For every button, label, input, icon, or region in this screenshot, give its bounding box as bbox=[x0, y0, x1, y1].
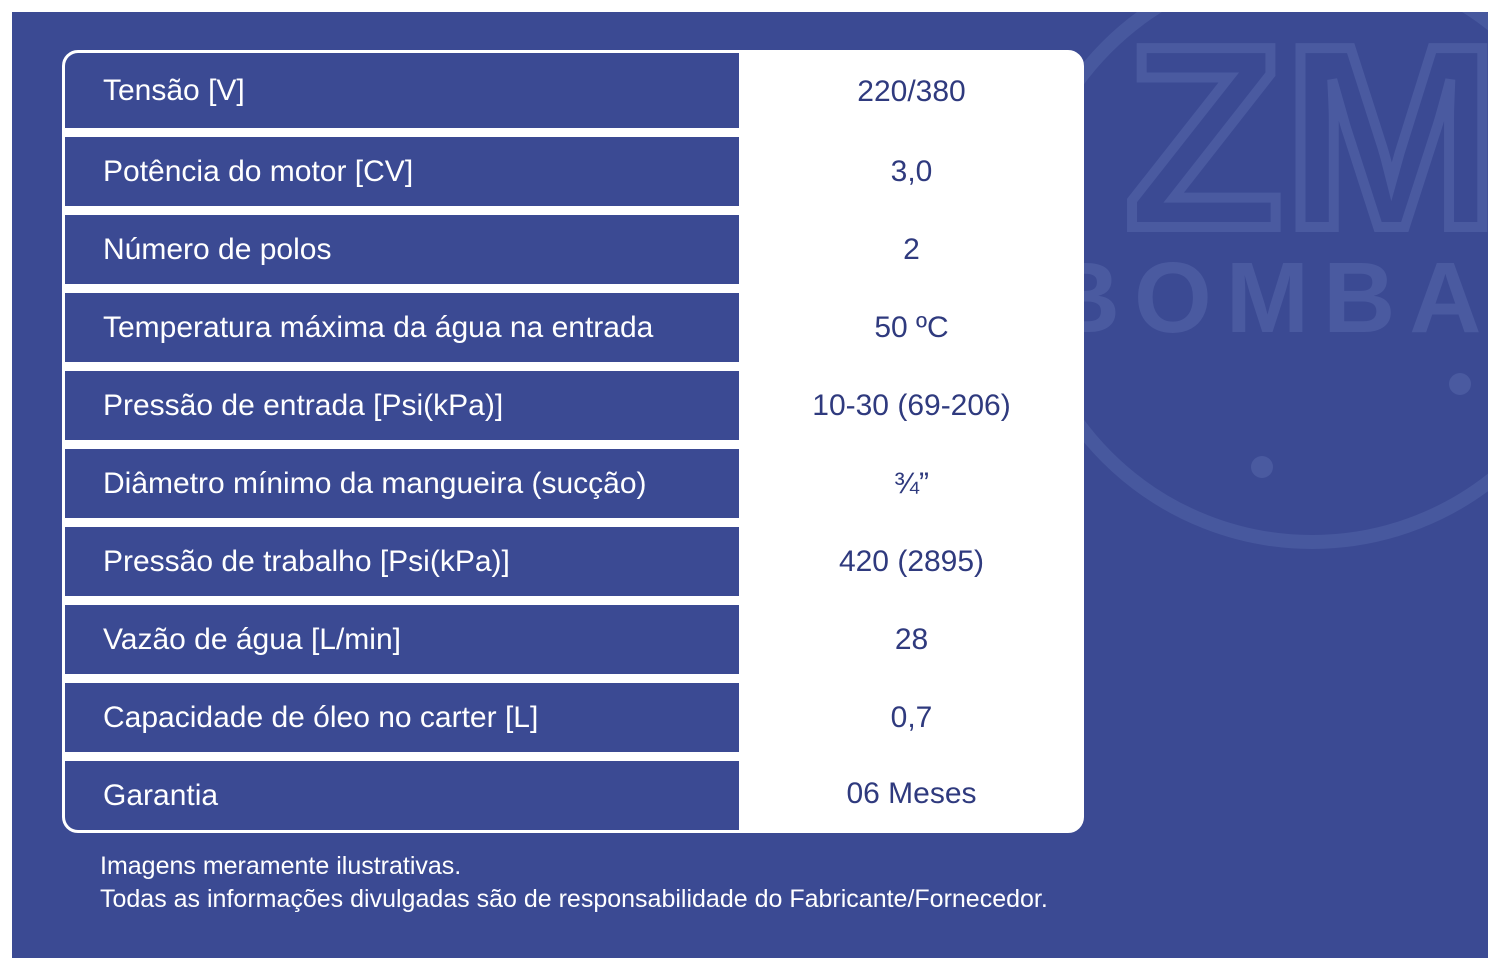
spec-label: Pressão de trabalho [Psi(kPa)] bbox=[65, 524, 742, 599]
footnote-disclaimer-responsibility: Todas as informações divulgadas são de r… bbox=[100, 885, 1048, 913]
spec-row-working-pressure: Pressão de trabalho [Psi(kPa)] 420 (2895… bbox=[65, 521, 1081, 599]
spec-panel: ZM BOMBAS Tensão [V] 220/380 Potência do… bbox=[12, 12, 1488, 958]
spec-label: Número de polos bbox=[65, 212, 742, 287]
spec-label: Pressão de entrada [Psi(kPa)] bbox=[65, 368, 742, 443]
spec-value: 220/380 bbox=[742, 53, 1081, 131]
spec-row-max-temperature: Temperatura máxima da água na entrada 50… bbox=[65, 287, 1081, 365]
spec-value: ¾” bbox=[742, 446, 1081, 521]
spec-label: Temperatura máxima da água na entrada bbox=[65, 290, 742, 365]
spec-row-warranty: Garantia 06 Meses bbox=[65, 755, 1081, 830]
spec-label: Vazão de água [L/min] bbox=[65, 602, 742, 677]
spec-label: Tensão [V] bbox=[65, 53, 742, 131]
watermark-brand-top: ZM bbox=[1124, 12, 1488, 283]
footnotes: Imagens meramente ilustrativas. Todas as… bbox=[100, 850, 1048, 916]
watermark-brand-bottom: BOMBAS bbox=[1048, 242, 1488, 354]
spec-label: Capacidade de óleo no carter [L] bbox=[65, 680, 742, 755]
spec-label: Garantia bbox=[65, 758, 742, 830]
spec-value: 10-30 (69-206) bbox=[742, 368, 1081, 443]
spec-value: 2 bbox=[742, 212, 1081, 287]
spec-row-voltage: Tensão [V] 220/380 bbox=[65, 53, 1081, 131]
spec-row-oil-capacity: Capacidade de óleo no carter [L] 0,7 bbox=[65, 677, 1081, 755]
spec-table: Tensão [V] 220/380 Potência do motor [CV… bbox=[62, 50, 1084, 833]
spec-label: Diâmetro mínimo da mangueira (sucção) bbox=[65, 446, 742, 521]
spec-value: 06 Meses bbox=[742, 758, 1081, 830]
spec-value: 50 ºC bbox=[742, 290, 1081, 365]
spec-row-inlet-pressure: Pressão de entrada [Psi(kPa)] 10-30 (69-… bbox=[65, 365, 1081, 443]
spec-label: Potência do motor [CV] bbox=[65, 134, 742, 209]
zm-bombas-watermark-logo: ZM BOMBAS bbox=[1015, 12, 1488, 549]
spec-value: 420 (2895) bbox=[742, 524, 1081, 599]
spec-row-hose-diameter: Diâmetro mínimo da mangueira (sucção) ¾” bbox=[65, 443, 1081, 521]
spec-value: 3,0 bbox=[742, 134, 1081, 209]
spec-row-poles: Número de polos 2 bbox=[65, 209, 1081, 287]
spec-value: 0,7 bbox=[742, 680, 1081, 755]
spec-row-motor-power: Potência do motor [CV] 3,0 bbox=[65, 131, 1081, 209]
spec-value: 28 bbox=[742, 602, 1081, 677]
spec-row-water-flow: Vazão de água [L/min] 28 bbox=[65, 599, 1081, 677]
footnote-disclaimer-images: Imagens meramente ilustrativas. bbox=[100, 852, 462, 880]
